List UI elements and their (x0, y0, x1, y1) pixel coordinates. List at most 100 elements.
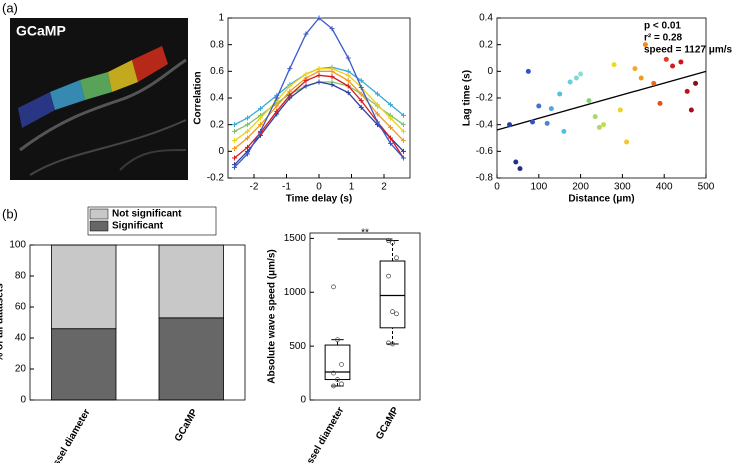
marker (316, 79, 322, 85)
point (567, 79, 573, 85)
point (390, 240, 395, 246)
y-tick-label: 0.4 (210, 93, 224, 104)
legend-label: Not significant (112, 209, 182, 220)
x-tick-label: 300 (614, 182, 631, 193)
marker (345, 90, 351, 96)
y-tick-label: -0.4 (476, 119, 494, 130)
marker (258, 115, 263, 121)
point (601, 122, 607, 128)
legend-box (87, 206, 217, 236)
marker (232, 128, 237, 134)
bar-segment (51, 328, 117, 401)
marker (316, 72, 322, 78)
x-tick-label: -1 (282, 182, 291, 193)
marker (316, 15, 322, 21)
marker (329, 26, 335, 32)
y-tick-label: 0.4 (479, 13, 493, 24)
marker (274, 95, 280, 101)
y-tick-label: 0.6 (210, 66, 224, 77)
marker (303, 78, 309, 84)
point (670, 63, 676, 69)
marker (258, 122, 263, 128)
marker (345, 83, 351, 89)
marker (329, 74, 335, 80)
marker (232, 122, 237, 128)
point (642, 42, 648, 48)
marker (388, 115, 393, 121)
marker (287, 92, 293, 98)
point (586, 98, 592, 104)
y-tick-label: 1 (218, 13, 224, 24)
point (573, 75, 579, 81)
legend-swatch (89, 208, 109, 220)
marker (388, 124, 393, 130)
y-axis-label: Absolute wave speed (μm/s) (267, 249, 278, 384)
y-tick-label: -0.8 (476, 173, 494, 184)
point (638, 75, 644, 81)
plot-frame (309, 232, 421, 401)
point (525, 68, 531, 74)
point (657, 100, 663, 106)
bar-segment (51, 244, 117, 330)
point (624, 139, 630, 145)
marker (287, 83, 293, 89)
annotation: p < 0.01 (644, 21, 681, 32)
marker (358, 91, 364, 97)
curve (234, 17, 404, 168)
marker (375, 111, 380, 117)
x-axis-label: Time delay (s) (286, 194, 353, 205)
marker (345, 78, 351, 84)
marker (274, 103, 280, 109)
box (324, 344, 351, 381)
significance-label: ** (361, 228, 369, 239)
point (335, 377, 340, 382)
legend-label: Significant (112, 221, 164, 232)
point (596, 124, 602, 130)
point (684, 88, 690, 94)
x-tick-label: 0 (494, 182, 500, 193)
marker (258, 106, 263, 112)
plot-frame (29, 244, 246, 401)
point (632, 66, 638, 72)
marker (375, 119, 380, 125)
x-tick-label: GCaMP (173, 407, 200, 444)
image-label: GCaMP (16, 23, 66, 39)
y-tick-label: 80 (15, 271, 27, 282)
point (517, 166, 523, 172)
point (390, 341, 395, 347)
marker (358, 84, 364, 90)
bar-segment (158, 317, 224, 401)
marker (303, 31, 309, 37)
marker (245, 135, 250, 141)
y-tick-label: 100 (9, 240, 26, 251)
marker (401, 112, 406, 118)
y-tick-label: 1000 (284, 287, 307, 298)
point (548, 106, 554, 112)
y-tick-label: 0 (20, 395, 26, 406)
point (339, 362, 344, 367)
y-tick-label: 60 (15, 302, 27, 313)
bar-segment (158, 244, 224, 319)
marker (245, 122, 250, 128)
marker (358, 104, 364, 110)
y-tick-label: 500 (289, 341, 306, 352)
x-tick-label: 2 (381, 182, 387, 193)
y-tick-label: 40 (15, 333, 27, 344)
box (379, 260, 406, 329)
point (688, 107, 694, 113)
point (663, 56, 669, 62)
marker (375, 102, 380, 108)
point (651, 80, 657, 86)
marker (329, 68, 335, 74)
point (513, 159, 519, 165)
point (530, 119, 536, 125)
x-tick-label: 200 (572, 182, 589, 193)
marker (232, 146, 237, 152)
marker (274, 108, 280, 114)
y-tick-label: 20 (15, 364, 27, 375)
y-tick-label: 0 (487, 66, 493, 77)
x-tick-label: Vessel diameter (299, 405, 346, 463)
point (592, 114, 598, 120)
point (339, 381, 344, 387)
point (611, 62, 617, 68)
